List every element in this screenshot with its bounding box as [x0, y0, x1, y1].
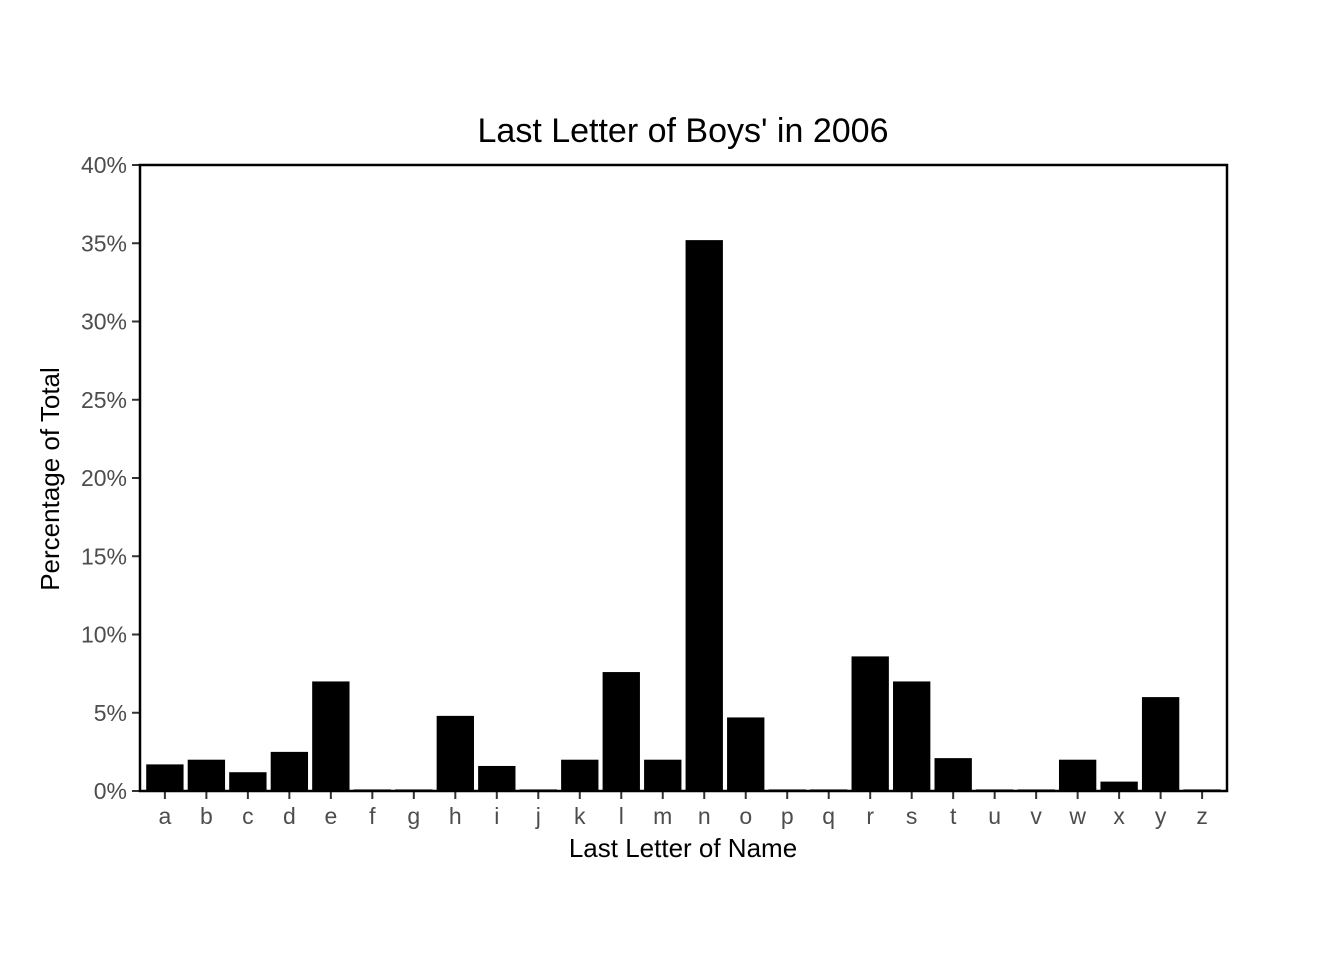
chart-title: Last Letter of Boys' in 2006	[478, 112, 889, 150]
x-tick-label-y: y	[1155, 803, 1167, 829]
x-tick-label-g: g	[407, 803, 420, 829]
bar-t	[934, 758, 972, 791]
x-tick-label-e: e	[324, 803, 337, 829]
x-tick-label-h: h	[449, 803, 462, 829]
y-tick-label: 15%	[81, 543, 127, 569]
bar-a	[146, 764, 184, 791]
bar-o	[727, 717, 765, 791]
bar-w	[1058, 759, 1097, 791]
plot-panel-border	[138, 163, 1229, 793]
bar-e	[312, 681, 350, 791]
x-tick-label-z: z	[1196, 803, 1208, 829]
x-tick-label-x: x	[1113, 803, 1125, 829]
y-tick-label: 40%	[81, 152, 127, 178]
x-axis-title: Last Letter of Name	[569, 833, 797, 863]
x-tick-label-f: f	[369, 803, 376, 829]
bar-h	[436, 715, 474, 791]
x-tick-label-a: a	[158, 803, 171, 829]
y-tick-label: 10%	[81, 622, 127, 648]
y-tick-label: 30%	[81, 309, 127, 335]
bar-r	[851, 656, 889, 791]
x-tick-label-i: i	[494, 803, 499, 829]
x-tick-label-u: u	[988, 803, 1001, 829]
x-tick-label-r: r	[866, 803, 874, 829]
x-tick-label-q: q	[822, 803, 835, 829]
x-tick-label-p: p	[781, 803, 794, 829]
y-tick-label: 5%	[94, 700, 127, 726]
y-tick-label: 25%	[81, 387, 127, 413]
bar-s	[893, 681, 931, 791]
bar-n	[685, 240, 723, 791]
x-tick-label-v: v	[1030, 803, 1042, 829]
x-tick-label-l: l	[619, 803, 624, 829]
bar-b	[187, 759, 226, 791]
bar-y	[1141, 697, 1180, 791]
bar-d	[270, 751, 309, 792]
y-axis-title: Percentage of Total	[35, 367, 65, 591]
bar-k	[561, 759, 599, 791]
bar-x	[1100, 781, 1138, 791]
x-tick-label-m: m	[653, 803, 672, 829]
x-tick-label-s: s	[906, 803, 918, 829]
x-tick-label-j: j	[535, 803, 541, 829]
bar-c	[229, 772, 267, 791]
x-tick-label-k: k	[574, 803, 586, 829]
x-tick-label-t: t	[950, 803, 957, 829]
x-tick-label-n: n	[698, 803, 711, 829]
y-tick-label: 0%	[94, 778, 127, 804]
x-tick-label-o: o	[739, 803, 752, 829]
x-tick-label-w: w	[1068, 803, 1086, 829]
x-tick-label-c: c	[242, 803, 254, 829]
bar-i	[478, 765, 516, 791]
x-tick-label-b: b	[200, 803, 213, 829]
bars-group	[146, 240, 1221, 792]
bar-m	[644, 759, 682, 791]
y-tick-label: 35%	[81, 230, 127, 256]
y-tick-label: 20%	[81, 465, 127, 491]
y-axis: 0% 5% 10% 15% 20% 25% 30% 35% 40%	[81, 152, 140, 804]
bar-l	[602, 672, 640, 791]
x-tick-label-d: d	[283, 803, 296, 829]
